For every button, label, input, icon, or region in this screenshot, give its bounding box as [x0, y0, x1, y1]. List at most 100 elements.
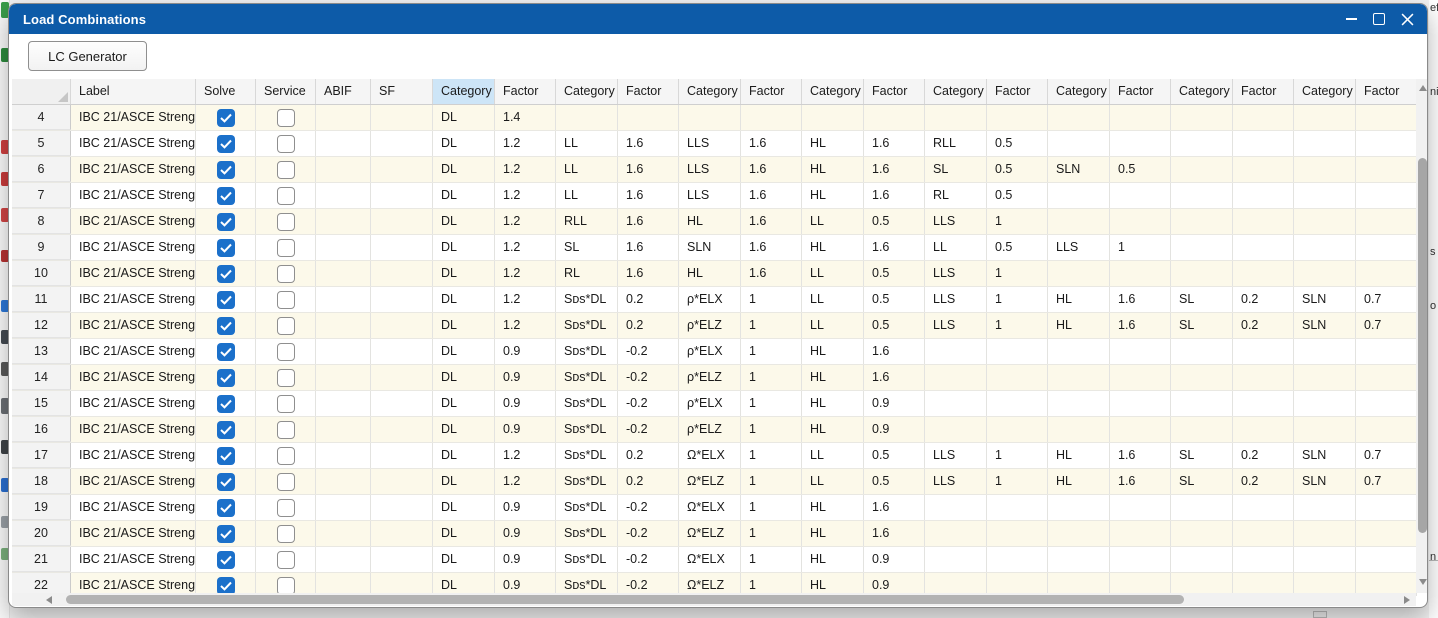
factor-cell-1[interactable]: 1.2	[495, 235, 556, 260]
category-cell-7[interactable]	[1171, 235, 1233, 260]
label-cell[interactable]: IBC 21/ASCE Streng...	[71, 417, 196, 442]
factor-cell-2[interactable]: 1.6	[618, 131, 679, 156]
category-cell-4[interactable]: LL	[802, 261, 864, 286]
abif-cell[interactable]	[316, 443, 371, 468]
category-cell-5[interactable]	[925, 417, 987, 442]
category-cell-7[interactable]	[1171, 105, 1233, 130]
service-checkbox[interactable]	[276, 524, 295, 543]
factor-cell-5[interactable]	[987, 547, 1048, 572]
factor-cell-8[interactable]	[1356, 417, 1417, 442]
row-number[interactable]: 19	[12, 495, 71, 520]
abif-cell[interactable]	[316, 105, 371, 130]
factor-cell-3[interactable]: 1	[741, 417, 802, 442]
factor-cell-8[interactable]	[1356, 183, 1417, 208]
category-cell-8[interactable]	[1294, 495, 1356, 520]
category-cell-3[interactable]: SLN	[679, 235, 741, 260]
label-cell[interactable]: IBC 21/ASCE Streng...	[71, 261, 196, 286]
factor-cell-8[interactable]: 0.7	[1356, 469, 1417, 494]
category-cell-6[interactable]: SLN	[1048, 157, 1110, 182]
category-cell-5[interactable]	[925, 573, 987, 596]
category-cell-3[interactable]: Ω*ELX	[679, 495, 741, 520]
grid-corner-header[interactable]	[12, 79, 71, 104]
vertical-scrollbar-thumb[interactable]	[1418, 158, 1427, 533]
abif-cell[interactable]	[316, 495, 371, 520]
category-cell-8[interactable]	[1294, 547, 1356, 572]
row-number[interactable]: 12	[12, 313, 71, 338]
factor-cell-6[interactable]	[1110, 131, 1171, 156]
category-cell-6[interactable]: LLS	[1048, 235, 1110, 260]
factor-cell-2[interactable]: -0.2	[618, 391, 679, 416]
label-cell[interactable]: IBC 21/ASCE Streng...	[71, 365, 196, 390]
column-header-category-10[interactable]: Category	[679, 79, 741, 104]
category-cell-8[interactable]	[1294, 131, 1356, 156]
category-cell-6[interactable]	[1048, 365, 1110, 390]
factor-cell-2[interactable]: -0.2	[618, 521, 679, 546]
category-cell-7[interactable]: SL	[1171, 287, 1233, 312]
category-cell-1[interactable]: DL	[433, 339, 495, 364]
abif-cell[interactable]	[316, 157, 371, 182]
factor-cell-5[interactable]: 1	[987, 261, 1048, 286]
category-cell-6[interactable]	[1048, 521, 1110, 546]
category-cell-4[interactable]: HL	[802, 131, 864, 156]
solve-checkbox[interactable]	[216, 238, 235, 257]
category-cell-1[interactable]: DL	[433, 521, 495, 546]
factor-cell-2[interactable]: -0.2	[618, 417, 679, 442]
factor-cell-3[interactable]: 1	[741, 469, 802, 494]
service-checkbox[interactable]	[276, 446, 295, 465]
category-cell-4[interactable]: HL	[802, 235, 864, 260]
factor-cell-5[interactable]: 1	[987, 209, 1048, 234]
category-cell-6[interactable]	[1048, 261, 1110, 286]
column-header-solve-2[interactable]: Solve	[196, 79, 256, 104]
factor-cell-5[interactable]	[987, 573, 1048, 596]
factor-cell-3[interactable]: 1	[741, 391, 802, 416]
lc-generator-button[interactable]: LC Generator	[28, 41, 147, 71]
category-cell-2[interactable]: Sᴅs*DL	[556, 443, 618, 468]
category-cell-5[interactable]	[925, 521, 987, 546]
factor-cell-8[interactable]	[1356, 131, 1417, 156]
category-cell-2[interactable]: LL	[556, 157, 618, 182]
category-cell-5[interactable]: LLS	[925, 469, 987, 494]
factor-cell-6[interactable]	[1110, 521, 1171, 546]
factor-cell-5[interactable]: 0.5	[987, 131, 1048, 156]
category-cell-2[interactable]	[556, 105, 618, 130]
factor-cell-8[interactable]	[1356, 547, 1417, 572]
factor-cell-8[interactable]: 0.7	[1356, 313, 1417, 338]
category-cell-3[interactable]: LLS	[679, 157, 741, 182]
category-cell-8[interactable]	[1294, 209, 1356, 234]
factor-cell-5[interactable]: 0.5	[987, 157, 1048, 182]
factor-cell-1[interactable]: 1.4	[495, 105, 556, 130]
row-number[interactable]: 7	[12, 183, 71, 208]
service-checkbox[interactable]	[276, 264, 295, 283]
factor-cell-4[interactable]: 1.6	[864, 339, 925, 364]
category-cell-7[interactable]	[1171, 365, 1233, 390]
factor-cell-1[interactable]: 0.9	[495, 417, 556, 442]
category-cell-5[interactable]: RLL	[925, 131, 987, 156]
factor-cell-3[interactable]: 1.6	[741, 131, 802, 156]
factor-cell-7[interactable]	[1233, 105, 1294, 130]
factor-cell-1[interactable]: 1.2	[495, 287, 556, 312]
category-cell-5[interactable]: LLS	[925, 209, 987, 234]
category-cell-7[interactable]	[1171, 339, 1233, 364]
factor-cell-1[interactable]: 1.2	[495, 261, 556, 286]
category-cell-7[interactable]	[1171, 547, 1233, 572]
factor-cell-7[interactable]	[1233, 521, 1294, 546]
solve-checkbox[interactable]	[216, 576, 235, 595]
category-cell-2[interactable]: Sᴅs*DL	[556, 417, 618, 442]
factor-cell-1[interactable]: 1.2	[495, 443, 556, 468]
label-cell[interactable]: IBC 21/ASCE Streng...	[71, 521, 196, 546]
factor-cell-6[interactable]: 1.6	[1110, 287, 1171, 312]
factor-cell-1[interactable]: 1.2	[495, 469, 556, 494]
abif-cell[interactable]	[316, 521, 371, 546]
solve-checkbox[interactable]	[216, 524, 235, 543]
category-cell-7[interactable]: SL	[1171, 443, 1233, 468]
sf-cell[interactable]	[371, 313, 433, 338]
category-cell-6[interactable]	[1048, 495, 1110, 520]
category-cell-6[interactable]: HL	[1048, 313, 1110, 338]
horizontal-scrollbar[interactable]	[12, 593, 1416, 606]
category-cell-6[interactable]	[1048, 183, 1110, 208]
solve-checkbox[interactable]	[216, 108, 235, 127]
row-number[interactable]: 16	[12, 417, 71, 442]
column-header-factor-21[interactable]: Factor	[1356, 79, 1417, 104]
close-button[interactable]	[1393, 4, 1421, 34]
service-checkbox[interactable]	[276, 238, 295, 257]
